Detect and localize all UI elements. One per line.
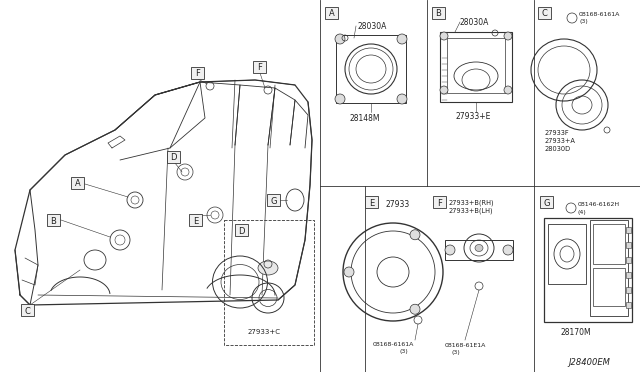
Bar	[447, 38, 505, 93]
Bar	[71, 177, 84, 189]
Text: 08146-6162H: 08146-6162H	[578, 202, 620, 207]
Bar	[626, 227, 631, 233]
Circle shape	[445, 245, 455, 255]
Text: F: F	[257, 64, 262, 73]
Bar	[191, 67, 204, 79]
Bar	[626, 272, 631, 278]
Bar	[538, 7, 551, 19]
Text: 27933+A: 27933+A	[545, 138, 576, 144]
Bar	[336, 35, 406, 103]
Text: G: G	[270, 196, 276, 205]
Bar	[544, 218, 632, 322]
Text: 28148M: 28148M	[350, 114, 381, 123]
Text: (3): (3)	[452, 350, 461, 355]
Text: A: A	[328, 10, 334, 19]
Bar	[21, 304, 34, 316]
Text: D: D	[170, 154, 177, 163]
Text: (3): (3)	[400, 349, 409, 354]
Text: 28030D: 28030D	[545, 146, 571, 152]
Bar	[626, 242, 631, 248]
Text: D: D	[238, 227, 244, 235]
Bar	[325, 7, 338, 19]
Bar	[253, 61, 266, 73]
Circle shape	[410, 304, 420, 314]
Circle shape	[397, 94, 407, 104]
Circle shape	[440, 32, 448, 40]
Text: B: B	[51, 217, 56, 225]
Bar	[440, 32, 512, 102]
Bar	[593, 224, 625, 264]
Text: J28400EM: J28400EM	[568, 358, 610, 367]
Bar	[167, 151, 180, 163]
Circle shape	[397, 34, 407, 44]
Circle shape	[344, 267, 354, 277]
Bar	[433, 196, 446, 208]
Text: (3): (3)	[579, 19, 588, 24]
Bar	[267, 194, 280, 206]
Text: 08168-61E1A: 08168-61E1A	[445, 343, 486, 348]
Text: G: G	[543, 199, 550, 208]
Bar	[548, 224, 586, 284]
Text: (4): (4)	[578, 210, 587, 215]
Circle shape	[410, 230, 420, 240]
Bar	[224, 220, 314, 345]
Ellipse shape	[258, 261, 278, 275]
Text: F: F	[195, 70, 200, 78]
Circle shape	[335, 94, 345, 104]
Bar	[189, 214, 202, 226]
Text: 27933+B(LH): 27933+B(LH)	[449, 208, 493, 215]
Bar	[365, 196, 378, 208]
Bar	[626, 287, 631, 293]
Text: 27933: 27933	[385, 200, 409, 209]
Text: 28170M: 28170M	[561, 328, 591, 337]
Text: 28030A: 28030A	[358, 22, 387, 31]
Bar	[593, 268, 625, 306]
Circle shape	[440, 86, 448, 94]
Bar	[432, 7, 445, 19]
Bar	[626, 302, 631, 308]
Circle shape	[335, 34, 345, 44]
Bar	[590, 220, 628, 316]
Text: B: B	[436, 10, 442, 19]
Text: A: A	[75, 180, 81, 189]
Circle shape	[504, 86, 512, 94]
Bar	[626, 257, 631, 263]
Text: F: F	[437, 199, 442, 208]
Text: E: E	[369, 199, 374, 208]
Circle shape	[504, 32, 512, 40]
Text: 27933+E: 27933+E	[455, 112, 490, 121]
Bar	[540, 196, 553, 208]
Circle shape	[503, 245, 513, 255]
Text: C: C	[541, 10, 547, 19]
Text: 28030A: 28030A	[460, 18, 490, 27]
Text: 27933F: 27933F	[545, 130, 570, 136]
Text: 27933+B(RH): 27933+B(RH)	[449, 200, 495, 206]
Text: 27933+C: 27933+C	[248, 329, 281, 335]
Bar	[47, 214, 60, 226]
Text: E: E	[193, 217, 198, 225]
Text: 08168-6161A: 08168-6161A	[372, 342, 413, 347]
Text: 08168-6161A: 08168-6161A	[579, 12, 620, 17]
Bar	[235, 224, 248, 236]
Bar	[445, 240, 513, 260]
Text: C: C	[24, 307, 31, 315]
Ellipse shape	[475, 244, 483, 251]
